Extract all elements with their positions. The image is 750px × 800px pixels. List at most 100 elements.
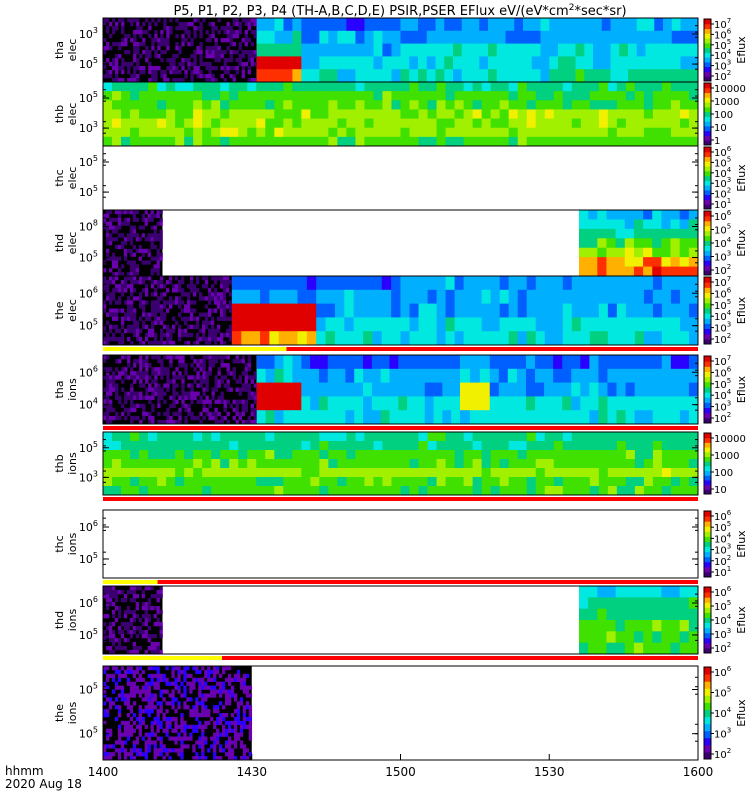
spectrogram-cell xyxy=(133,50,137,55)
spectrogram-cell xyxy=(103,748,107,753)
spectrogram-cell xyxy=(184,26,188,31)
spectrogram-cell xyxy=(135,264,139,269)
spectrogram-cell xyxy=(181,403,185,409)
spectrogram-cell xyxy=(103,74,107,79)
spectrogram-cell xyxy=(514,18,524,32)
colorbar-tick-label: 106 xyxy=(714,145,732,159)
spectrogram-cell xyxy=(435,69,445,83)
spectrogram-cell xyxy=(121,450,131,460)
spectrogram-cell xyxy=(172,383,176,388)
spectrogram-cell xyxy=(508,432,519,442)
spectrogram-cell xyxy=(688,82,699,92)
spectrogram-cell xyxy=(625,368,636,383)
colorbar-segment xyxy=(704,451,711,457)
spectrogram-cell xyxy=(364,100,374,110)
spectrogram-cell xyxy=(129,598,134,603)
spectrogram-cell xyxy=(436,109,446,119)
spectrogram-cell xyxy=(233,693,238,698)
spectrogram-cell xyxy=(184,395,188,400)
spectrogram-cell xyxy=(202,486,212,496)
spectrogram-cell xyxy=(204,740,208,745)
spectrogram-cell xyxy=(171,728,175,733)
spectrogram-cell xyxy=(183,320,188,326)
spectrogram-cell xyxy=(112,109,122,119)
spectrogram-cell xyxy=(566,18,576,32)
spectrogram-cell xyxy=(454,331,465,346)
spectrogram-cell xyxy=(584,43,594,57)
colorbar-tick-label: 104 xyxy=(714,166,732,180)
spectrogram-cell xyxy=(481,136,492,147)
spectrogram-cell xyxy=(118,78,122,83)
y-tick-label: 105 xyxy=(79,682,98,697)
spectrogram-cell xyxy=(168,756,172,761)
colorbar-segment xyxy=(704,702,711,710)
colorbar-tick-label: 102 xyxy=(714,641,731,655)
spectrogram-cell xyxy=(607,355,617,370)
spectrogram-cell xyxy=(115,367,119,372)
spectrogram-cell xyxy=(198,336,203,342)
spectrogram-cell xyxy=(579,597,589,610)
spectrogram-cell xyxy=(232,359,236,364)
spectrogram-cell xyxy=(688,459,699,469)
spectrogram-cell xyxy=(580,100,591,110)
spectrogram-cell xyxy=(588,247,598,258)
spectrogram-cell xyxy=(643,238,653,249)
spectrogram-cell xyxy=(144,248,148,254)
spectrogram-cell xyxy=(241,407,245,413)
colorbar-segment xyxy=(704,521,711,527)
spectrogram-cell xyxy=(424,410,434,425)
spectrogram-cell xyxy=(112,62,116,67)
spectrogram-cell xyxy=(135,272,139,277)
colorbar-segment xyxy=(704,28,711,34)
spectrogram-cell xyxy=(147,276,152,281)
spectrogram-cell xyxy=(239,728,244,733)
spectrogram-cell xyxy=(579,210,589,220)
spectrogram-cell xyxy=(216,736,220,741)
spectrogram-cell xyxy=(400,331,410,346)
spectrogram-cell xyxy=(229,66,233,71)
spectrogram-cell xyxy=(589,432,600,442)
spectrogram-cell xyxy=(283,136,293,147)
spectrogram-cell xyxy=(670,586,681,598)
spectrogram-cell xyxy=(498,382,509,397)
spectrogram-cell xyxy=(112,415,116,421)
colorbar-segment xyxy=(704,111,711,117)
spectrogram-cell xyxy=(130,419,134,425)
spectrogram-cell xyxy=(213,332,218,338)
spectrogram-cell xyxy=(207,693,211,698)
spectrogram-cell xyxy=(148,26,152,31)
spectrogram-cell xyxy=(636,43,646,57)
spectrogram-cell xyxy=(123,328,128,334)
spectrogram-cell xyxy=(151,415,155,421)
y-tick-label: 105 xyxy=(79,726,98,741)
spectrogram-cell xyxy=(169,66,173,71)
spectrogram-cell xyxy=(192,666,196,671)
spectrogram-cell xyxy=(424,382,434,397)
spectrogram-cell xyxy=(202,100,212,110)
spectrogram-cell xyxy=(169,26,173,31)
spectrogram-cell xyxy=(247,22,251,27)
spectrogram-cell xyxy=(593,30,603,44)
spectrogram-cell xyxy=(220,54,224,59)
spectrogram-cell xyxy=(232,399,236,405)
spectrogram-cell xyxy=(180,720,184,726)
spectrogram-cell xyxy=(159,622,163,627)
spectrogram-cell xyxy=(181,34,185,39)
spectrogram-cell xyxy=(202,450,212,460)
spectrogram-cell xyxy=(278,317,289,332)
spectrogram-cell xyxy=(196,371,200,376)
spectrogram-cell xyxy=(207,666,211,671)
spectrogram-cell xyxy=(147,328,152,334)
spectrogram-cell xyxy=(679,441,690,451)
spectrogram-cell xyxy=(171,666,175,671)
spectrogram-cell xyxy=(256,477,266,487)
spectrogram-cell xyxy=(147,614,151,619)
spectrogram-cell xyxy=(244,34,248,39)
spectrogram-cell xyxy=(108,308,113,313)
spectrogram-cell xyxy=(445,441,455,451)
spectrogram-cell xyxy=(138,618,142,623)
spectrogram-cell xyxy=(688,219,699,230)
spectrogram-cell xyxy=(198,312,203,317)
spectrogram-cell xyxy=(129,666,134,671)
